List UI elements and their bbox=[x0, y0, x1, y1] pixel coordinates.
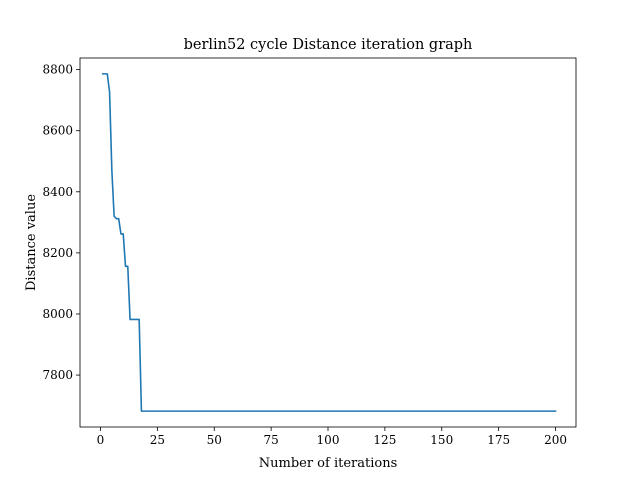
series-layer bbox=[101, 73, 557, 412]
y-tick-label: 8600 bbox=[42, 124, 73, 138]
y-tick-label: 7800 bbox=[42, 368, 73, 382]
y-tick-label: 8000 bbox=[42, 307, 73, 321]
chart-title: berlin52 cycle Distance iteration graph bbox=[184, 37, 473, 53]
x-tick-label: 125 bbox=[373, 433, 396, 447]
plot-area bbox=[80, 58, 576, 427]
x-tick-label: 100 bbox=[317, 433, 340, 447]
x-tick-label: 50 bbox=[207, 433, 222, 447]
x-tick-label: 75 bbox=[263, 433, 278, 447]
x-tick-label: 25 bbox=[150, 433, 165, 447]
x-axis-label: Number of iterations bbox=[259, 456, 398, 471]
y-axis-label: Distance value bbox=[24, 194, 39, 291]
x-tick-label: 175 bbox=[487, 433, 510, 447]
x-axis-ticks: 0 25 50 75 100 125 150 175 200 bbox=[97, 427, 567, 447]
y-axis-ticks: 7800 8000 8200 8400 8600 8800 bbox=[42, 63, 80, 382]
y-tick-label: 8400 bbox=[42, 185, 73, 199]
series-line bbox=[101, 73, 557, 412]
x-tick-label: 150 bbox=[430, 433, 453, 447]
x-tick-label: 0 bbox=[97, 433, 105, 447]
y-tick-label: 8800 bbox=[42, 63, 73, 77]
x-tick-label: 200 bbox=[544, 433, 567, 447]
y-tick-label: 8200 bbox=[42, 246, 73, 260]
